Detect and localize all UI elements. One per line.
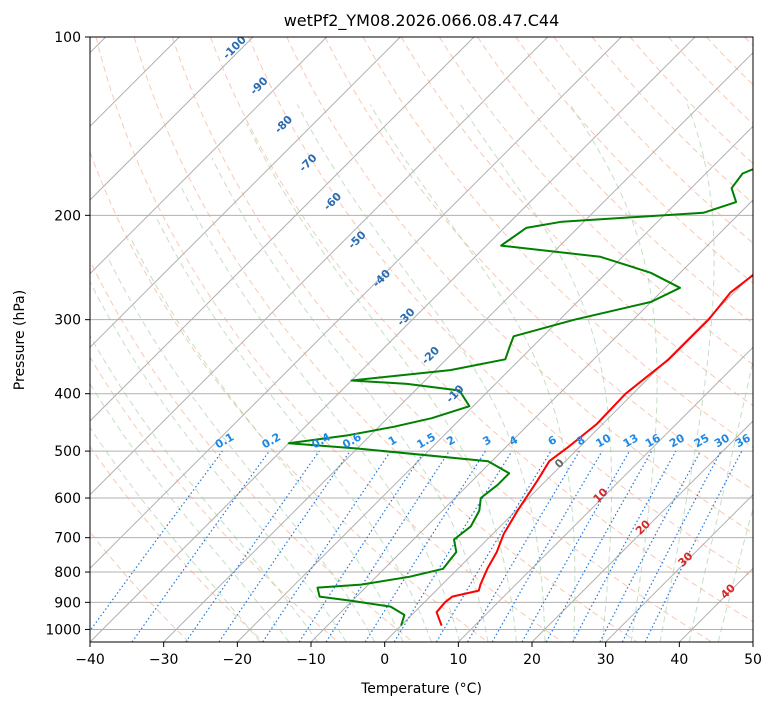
moist-adiabat-line bbox=[181, 187, 461, 642]
x-tick-label: −10 bbox=[296, 652, 326, 668]
isotherm-line bbox=[90, 37, 696, 642]
temperature-line bbox=[435, 273, 753, 626]
y-tick-label: 500 bbox=[54, 444, 81, 460]
dry-adiabat-line bbox=[133, 37, 638, 642]
dry-adiabat-line bbox=[95, 37, 563, 642]
dry-adiabat-line bbox=[286, 37, 753, 534]
x-tick-label: −40 bbox=[75, 652, 105, 668]
mixing-ratio-line bbox=[572, 450, 677, 642]
moist-adiabat-line bbox=[90, 280, 347, 642]
moist-adiabat-line bbox=[296, 104, 546, 642]
x-tick-label: 20 bbox=[523, 652, 541, 668]
isotherm-line bbox=[90, 37, 401, 349]
mixing-ratio-line bbox=[298, 450, 425, 642]
isotherm-line bbox=[90, 37, 549, 496]
dry-adiabat-line bbox=[553, 37, 753, 244]
dry-adiabat-line bbox=[90, 445, 264, 642]
y-tick-label: 300 bbox=[54, 313, 81, 329]
isotherm-line bbox=[90, 37, 622, 570]
isotherm-line bbox=[384, 272, 753, 642]
dry-adiabat-line bbox=[248, 37, 753, 578]
dewpoint-line bbox=[287, 168, 753, 626]
moist-adiabat-line bbox=[569, 104, 658, 642]
moist-adiabat-line bbox=[211, 157, 489, 642]
mixing-ratio-line bbox=[325, 450, 450, 642]
mixing-ratio-line bbox=[131, 450, 270, 642]
moist-adiabat-line bbox=[369, 104, 576, 642]
axis-ticks: −40 −30 −20 −10 0 10 20 30 40 50 100 200 300 400 500 60… bbox=[45, 30, 762, 668]
dry-adiabat-line bbox=[591, 37, 753, 204]
series-group bbox=[287, 168, 753, 626]
isotherm-line bbox=[605, 493, 753, 642]
y-tick-label: 800 bbox=[54, 565, 81, 581]
moist-adiabat-line bbox=[688, 358, 753, 642]
chart-title: wetPf2_YM08.2026.066.08.47.C44 bbox=[284, 11, 560, 31]
y-tick-label: 700 bbox=[54, 531, 81, 547]
dry-adiabat-line bbox=[90, 356, 339, 642]
x-tick-label: 10 bbox=[449, 652, 467, 668]
x-tick-label: 30 bbox=[597, 652, 615, 668]
x-tick-label: 40 bbox=[670, 652, 688, 668]
isotherm-line bbox=[163, 51, 753, 642]
dry-adiabat-line bbox=[324, 37, 753, 491]
mixing-ratio-line bbox=[90, 450, 223, 632]
isotherm-line bbox=[90, 37, 475, 422]
moist-adiabat-line bbox=[659, 104, 715, 642]
y-tick-label: 600 bbox=[54, 491, 81, 507]
isotherm-line bbox=[457, 346, 753, 642]
y-tick-label: 900 bbox=[54, 595, 81, 611]
y-axis-label: Pressure (hPa) bbox=[12, 290, 28, 390]
moist-adiabat-line bbox=[90, 382, 290, 642]
x-tick-label: 50 bbox=[744, 652, 762, 668]
mixing-ratio-line bbox=[262, 450, 392, 642]
dry-adiabat-line bbox=[210, 37, 753, 623]
isotherm-line bbox=[236, 125, 753, 642]
isotherm-line bbox=[531, 420, 753, 642]
plot-frame bbox=[89, 36, 754, 643]
isotherm-line bbox=[90, 37, 254, 201]
moist-adiabat-line bbox=[459, 104, 613, 642]
mixing-ratio-line bbox=[218, 450, 351, 642]
moist-adiabat-line bbox=[717, 506, 753, 642]
mixing-ratio-line bbox=[644, 450, 743, 642]
mixing-ratio-line bbox=[545, 450, 653, 642]
y-tick-label: 200 bbox=[54, 208, 81, 224]
x-tick-label: −30 bbox=[149, 652, 179, 668]
dry-adiabat-line bbox=[171, 37, 712, 642]
dry-adiabat-line bbox=[362, 37, 753, 449]
y-tick-label: 1000 bbox=[45, 622, 81, 638]
mixing-ratio-line bbox=[185, 450, 320, 642]
dry-adiabat-line bbox=[90, 259, 414, 642]
moist-adiabat-line bbox=[90, 426, 261, 642]
x-axis-label: Temperature (°C) bbox=[360, 681, 482, 697]
background-lines bbox=[90, 37, 753, 642]
x-tick-label: −20 bbox=[223, 652, 253, 668]
dry-adiabat-line bbox=[438, 37, 753, 366]
moist-adiabat-line bbox=[107, 256, 376, 642]
moist-adiabat-line bbox=[90, 334, 319, 642]
dry-adiabat-line bbox=[400, 37, 753, 407]
moist-adiabat-line bbox=[154, 215, 432, 642]
y-tick-label: 100 bbox=[54, 30, 81, 46]
y-tick-label: 400 bbox=[54, 387, 81, 403]
isotherm-line bbox=[90, 37, 328, 275]
mixing-ratio-line bbox=[521, 450, 631, 642]
x-tick-label: 0 bbox=[380, 652, 389, 668]
